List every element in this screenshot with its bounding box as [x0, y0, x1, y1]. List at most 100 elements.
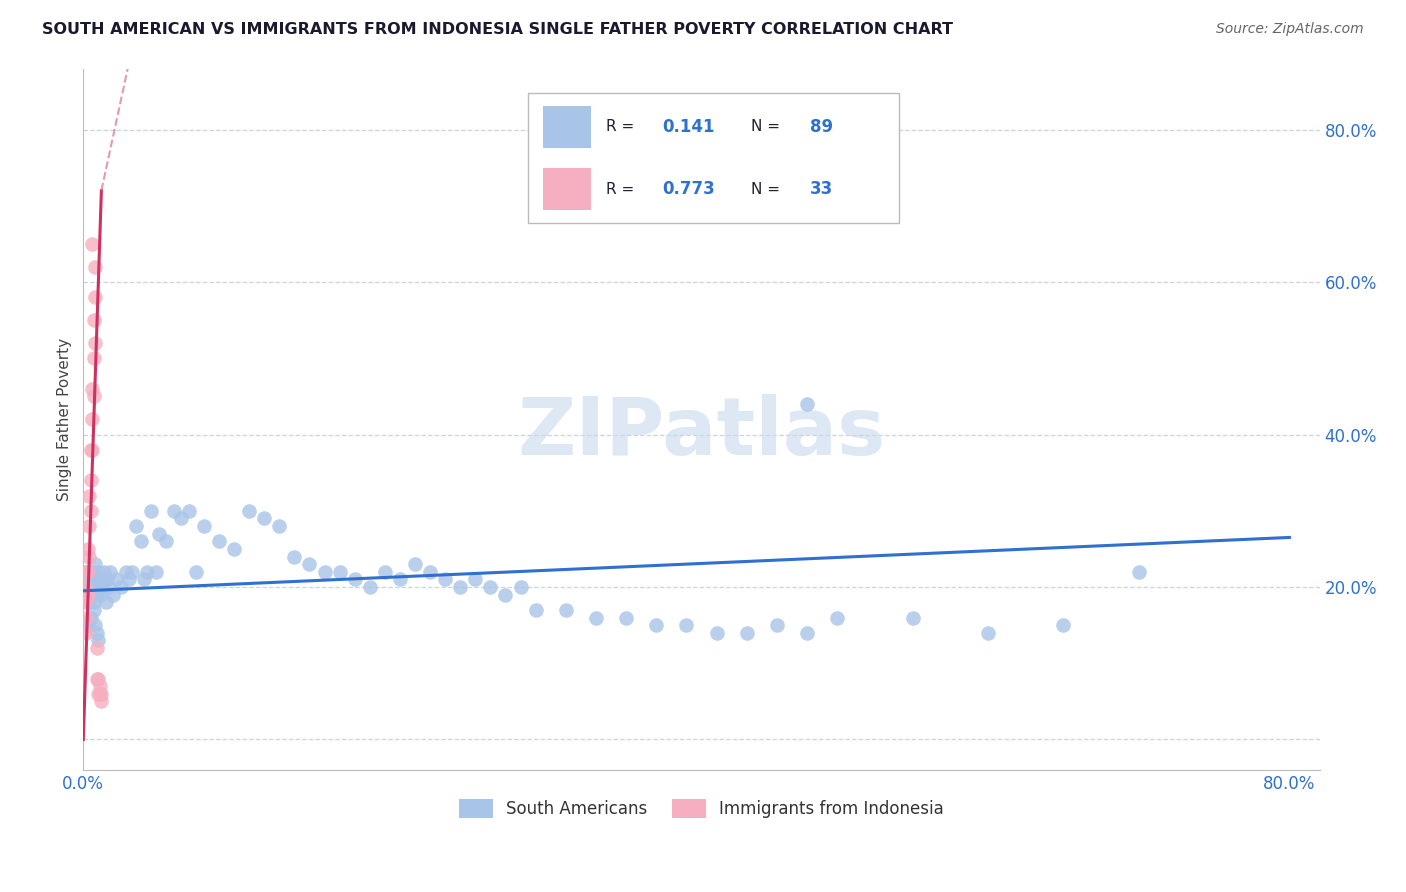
Point: [79, 580, 101, 594]
Point: [79, 549, 101, 564]
Point: [96, 573, 118, 587]
Point: [554, 603, 576, 617]
Point: [80, 573, 103, 587]
Point: [87, 565, 110, 579]
Point: [82, 580, 104, 594]
Point: [82, 236, 104, 251]
Point: [73, 580, 96, 594]
Point: [977, 625, 1000, 640]
Point: [1052, 618, 1074, 632]
Point: [100, 565, 122, 579]
Point: [79, 565, 101, 579]
Point: [93, 565, 115, 579]
Point: [75, 565, 97, 579]
Text: Source: ZipAtlas.com: Source: ZipAtlas.com: [1216, 22, 1364, 37]
Point: [76, 618, 98, 632]
Point: [125, 519, 148, 533]
Point: [163, 504, 186, 518]
Point: [614, 610, 637, 624]
Point: [87, 580, 110, 594]
Point: [73, 565, 96, 579]
Point: [89, 687, 111, 701]
Point: [585, 610, 607, 624]
Point: [86, 573, 108, 587]
Point: [75, 588, 97, 602]
Point: [135, 565, 157, 579]
Point: [645, 618, 668, 632]
Point: [76, 595, 98, 609]
Point: [76, 573, 98, 587]
Point: [494, 588, 516, 602]
Point: [283, 549, 305, 564]
Point: [524, 603, 547, 617]
Point: [374, 565, 396, 579]
Point: [80, 588, 103, 602]
Point: [75, 625, 97, 640]
Point: [479, 580, 502, 594]
Point: [87, 687, 110, 701]
Point: [329, 565, 352, 579]
Point: [80, 442, 103, 457]
Point: [404, 557, 426, 571]
Point: [105, 573, 128, 587]
Point: [117, 573, 139, 587]
Point: [509, 580, 531, 594]
Point: [83, 595, 105, 609]
Point: [80, 504, 103, 518]
Y-axis label: Single Father Poverty: Single Father Poverty: [58, 338, 72, 500]
Point: [253, 511, 276, 525]
Point: [86, 588, 108, 602]
Point: [139, 504, 162, 518]
Point: [94, 595, 117, 609]
Point: [90, 694, 112, 708]
Point: [84, 260, 107, 274]
Point: [83, 603, 105, 617]
Point: [82, 412, 104, 426]
Point: [91, 580, 114, 594]
Point: [86, 672, 108, 686]
Legend: South Americans, Immigrants from Indonesia: South Americans, Immigrants from Indones…: [453, 792, 950, 825]
Point: [76, 541, 98, 556]
Point: [73, 580, 96, 594]
Point: [343, 573, 366, 587]
Point: [314, 565, 336, 579]
Point: [87, 633, 110, 648]
Point: [359, 580, 381, 594]
Point: [193, 519, 215, 533]
Text: SOUTH AMERICAN VS IMMIGRANTS FROM INDONESIA SINGLE FATHER POVERTY CORRELATION CH: SOUTH AMERICAN VS IMMIGRANTS FROM INDONE…: [42, 22, 953, 37]
Point: [222, 541, 245, 556]
Point: [675, 618, 697, 632]
Point: [796, 397, 818, 411]
Point: [83, 573, 105, 587]
Point: [83, 313, 105, 327]
Point: [110, 580, 132, 594]
Point: [83, 351, 105, 366]
Point: [76, 565, 98, 579]
Point: [177, 504, 200, 518]
Point: [79, 519, 101, 533]
Point: [170, 511, 193, 525]
Text: ZIPatlas: ZIPatlas: [517, 394, 886, 472]
Point: [82, 442, 104, 457]
Point: [75, 588, 97, 602]
Point: [901, 610, 924, 624]
Point: [84, 557, 107, 571]
Point: [129, 534, 152, 549]
Point: [80, 610, 103, 624]
Point: [238, 504, 260, 518]
Point: [86, 640, 108, 655]
Point: [103, 588, 125, 602]
Point: [419, 565, 441, 579]
Point: [298, 557, 321, 571]
Point: [114, 565, 136, 579]
Point: [434, 573, 457, 587]
Point: [121, 565, 143, 579]
Point: [208, 534, 231, 549]
Point: [84, 290, 107, 304]
Point: [84, 336, 107, 351]
Point: [148, 526, 170, 541]
Point: [706, 625, 728, 640]
Point: [269, 519, 291, 533]
Point: [89, 679, 111, 693]
Point: [825, 610, 848, 624]
